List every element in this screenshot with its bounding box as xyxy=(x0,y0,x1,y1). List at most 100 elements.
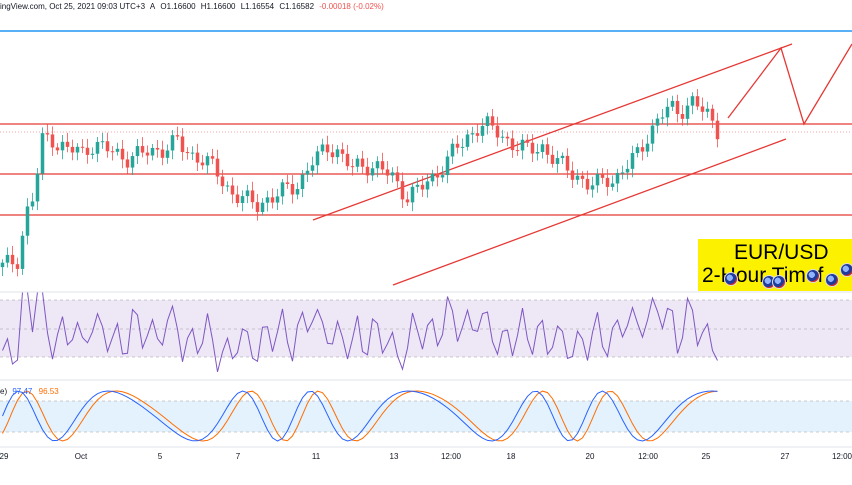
candle-body xyxy=(500,136,505,138)
candle-body xyxy=(255,202,260,213)
candle-body xyxy=(650,125,655,144)
candle-body xyxy=(50,134,55,148)
candle-body xyxy=(385,169,390,176)
candle-body xyxy=(165,150,170,158)
candle-body xyxy=(660,117,665,119)
candle-body xyxy=(450,143,455,157)
candle-body xyxy=(600,174,605,178)
candle-body xyxy=(560,155,565,159)
candle-body xyxy=(540,144,545,153)
candle-body xyxy=(545,144,550,155)
candle-body xyxy=(230,185,235,195)
candle-body xyxy=(620,172,625,174)
candle-body xyxy=(310,165,315,171)
candle-body xyxy=(435,173,440,178)
candle-body xyxy=(485,116,490,127)
candle-body xyxy=(250,190,255,203)
x-tick-label: 5 xyxy=(157,452,163,461)
flag-icon xyxy=(840,263,852,277)
candle-body xyxy=(85,147,90,155)
candle-body xyxy=(605,177,610,187)
candle-body xyxy=(75,146,80,153)
x-tick-label: 12:00 xyxy=(637,452,659,461)
candle-body xyxy=(120,148,125,160)
candle-body xyxy=(70,146,75,153)
candle-body xyxy=(25,206,30,236)
x-tick-label: 13 xyxy=(389,452,399,461)
candle-body xyxy=(565,155,570,171)
candle-body xyxy=(170,135,175,151)
candle-body xyxy=(685,105,690,119)
candle-body xyxy=(290,184,295,195)
candle-body xyxy=(240,196,245,204)
candle-body xyxy=(275,196,280,203)
candle-body xyxy=(420,184,425,190)
candle-body xyxy=(425,181,430,190)
candle-body xyxy=(270,197,275,203)
x-tick-label: Oct xyxy=(74,452,88,461)
candle-body xyxy=(355,158,360,167)
candle-body xyxy=(185,152,190,154)
flag-icon xyxy=(772,275,786,289)
candle-body xyxy=(465,134,470,147)
x-tick-label: 18 xyxy=(506,452,516,461)
candle-body xyxy=(635,147,640,154)
candle-body xyxy=(45,133,50,135)
channel-upper-line xyxy=(312,43,793,221)
candle-body xyxy=(220,176,225,187)
candle-body xyxy=(175,135,180,137)
source-label: ingView.com, Oct 25, 2021 09:03 UTC+3 xyxy=(0,2,146,11)
candle-body xyxy=(350,166,355,168)
candle-body xyxy=(610,183,615,187)
flag-icon xyxy=(806,269,820,283)
candle-body xyxy=(145,152,150,156)
candle-body xyxy=(510,138,515,151)
symbol-prefix: A xyxy=(149,2,156,11)
flag-icon xyxy=(825,273,839,287)
candle-body xyxy=(690,96,695,106)
candle-body xyxy=(335,149,340,158)
candle-body xyxy=(235,194,240,204)
candle-body xyxy=(710,108,715,121)
candle-body xyxy=(460,146,465,148)
candle-body xyxy=(20,235,25,269)
candle-body xyxy=(5,254,10,263)
candle-body xyxy=(380,161,385,170)
candle-body xyxy=(400,181,405,200)
candle-body xyxy=(155,147,160,150)
candle-body xyxy=(580,175,585,179)
candle-body xyxy=(680,113,685,119)
candle-body xyxy=(705,108,710,112)
candle-body xyxy=(475,133,480,136)
projection-path xyxy=(727,43,852,126)
candle-body xyxy=(285,182,290,185)
candle-body xyxy=(405,199,410,203)
candle-body xyxy=(525,139,530,143)
candle-body xyxy=(495,125,500,138)
flag-icon xyxy=(724,272,738,286)
candle-body xyxy=(55,147,60,151)
candle-body xyxy=(590,185,595,190)
stochastic-band xyxy=(0,401,852,432)
candle-body xyxy=(325,144,330,153)
candle-body xyxy=(630,153,635,169)
pair-title: EUR/USD xyxy=(734,241,829,264)
x-tick-label: 12:00 xyxy=(440,452,462,461)
candle-body xyxy=(0,262,5,268)
candle-body xyxy=(60,141,65,151)
change-value: -0.00018 (-0.02%) xyxy=(319,2,384,11)
x-tick-label: 11 xyxy=(311,452,321,461)
candle-body xyxy=(115,148,120,152)
candle-body xyxy=(490,116,495,126)
candle-body xyxy=(15,264,20,269)
candle-body xyxy=(390,172,395,176)
candle-body xyxy=(445,156,450,176)
candle-body xyxy=(140,146,145,153)
candle-body xyxy=(625,168,630,173)
candle-body xyxy=(375,161,380,169)
stochastic-legend: e) 97.47 96.53 xyxy=(0,387,59,396)
candle-body xyxy=(80,146,85,148)
candle-body xyxy=(65,141,70,147)
open-value: O1.16600 xyxy=(160,2,196,11)
